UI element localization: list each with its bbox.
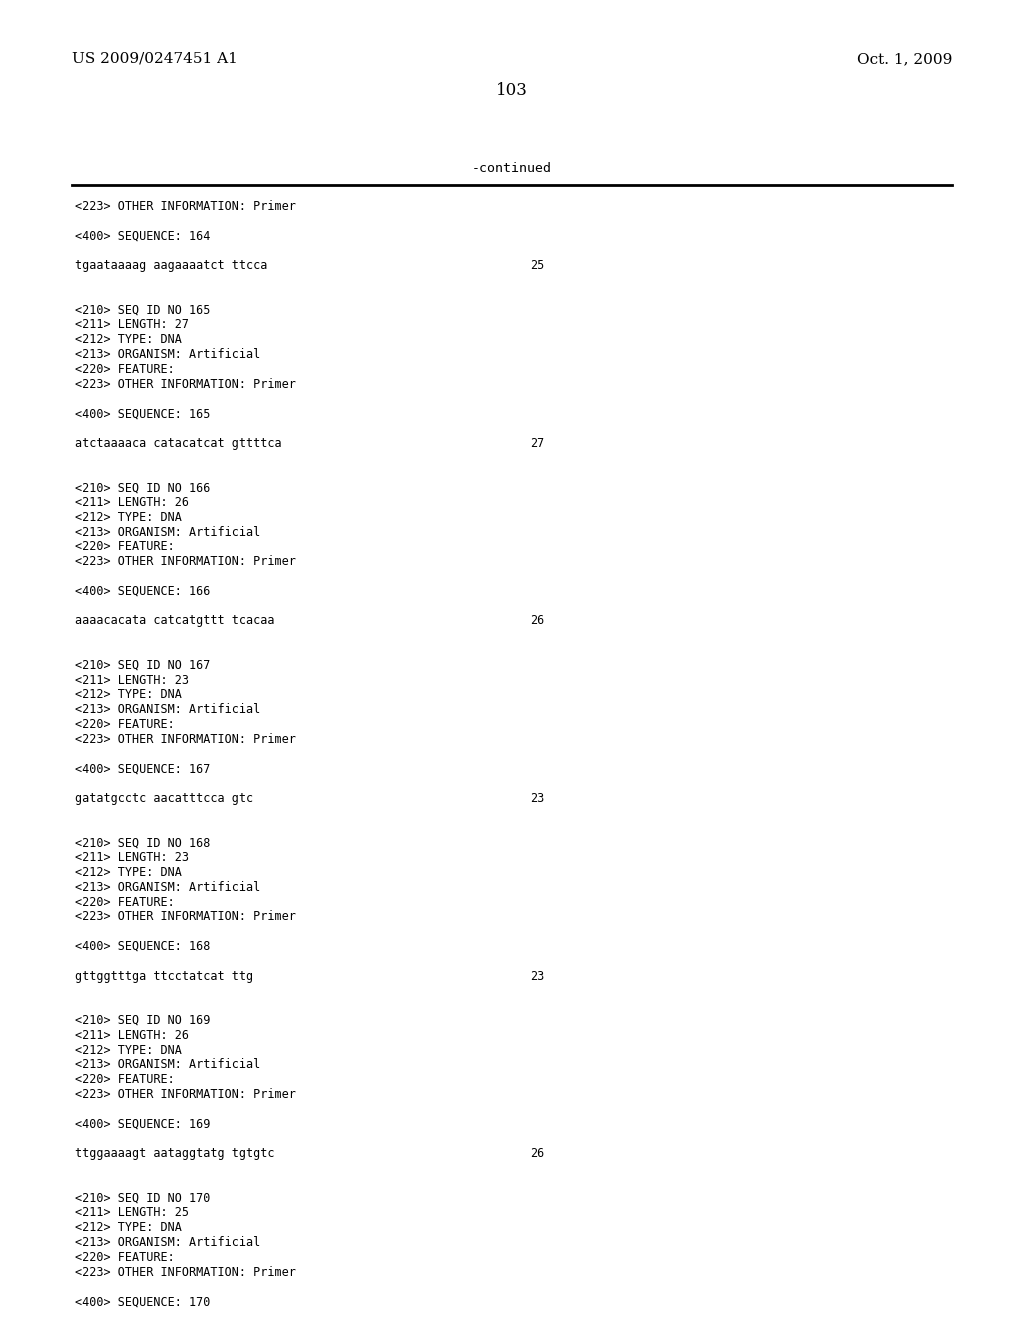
Text: <213> ORGANISM: Artificial: <213> ORGANISM: Artificial	[75, 704, 260, 717]
Text: <211> LENGTH: 27: <211> LENGTH: 27	[75, 318, 189, 331]
Text: gatatgcctc aacatttcca gtc: gatatgcctc aacatttcca gtc	[75, 792, 253, 805]
Text: 25: 25	[530, 259, 544, 272]
Text: <220> FEATURE:: <220> FEATURE:	[75, 1073, 175, 1086]
Text: tgaataaaag aagaaaatct ttcca: tgaataaaag aagaaaatct ttcca	[75, 259, 267, 272]
Text: <400> SEQUENCE: 166: <400> SEQUENCE: 166	[75, 585, 210, 598]
Text: <223> OTHER INFORMATION: Primer: <223> OTHER INFORMATION: Primer	[75, 556, 296, 568]
Text: <220> FEATURE:: <220> FEATURE:	[75, 718, 175, 731]
Text: <210> SEQ ID NO 167: <210> SEQ ID NO 167	[75, 659, 210, 672]
Text: <213> ORGANISM: Artificial: <213> ORGANISM: Artificial	[75, 525, 260, 539]
Text: <223> OTHER INFORMATION: Primer: <223> OTHER INFORMATION: Primer	[75, 1088, 296, 1101]
Text: <213> ORGANISM: Artificial: <213> ORGANISM: Artificial	[75, 880, 260, 894]
Text: <400> SEQUENCE: 170: <400> SEQUENCE: 170	[75, 1295, 210, 1308]
Text: <212> TYPE: DNA: <212> TYPE: DNA	[75, 866, 182, 879]
Text: 23: 23	[530, 792, 544, 805]
Text: <400> SEQUENCE: 164: <400> SEQUENCE: 164	[75, 230, 210, 243]
Text: <220> FEATURE:: <220> FEATURE:	[75, 1251, 175, 1263]
Text: aaaacacata catcatgttt tcacaa: aaaacacata catcatgttt tcacaa	[75, 614, 274, 627]
Text: <220> FEATURE:: <220> FEATURE:	[75, 540, 175, 553]
Text: <210> SEQ ID NO 166: <210> SEQ ID NO 166	[75, 482, 210, 494]
Text: 27: 27	[530, 437, 544, 450]
Text: 103: 103	[496, 82, 528, 99]
Text: atctaaaaca catacatcat gttttca: atctaaaaca catacatcat gttttca	[75, 437, 282, 450]
Text: <210> SEQ ID NO 170: <210> SEQ ID NO 170	[75, 1192, 210, 1205]
Text: <213> ORGANISM: Artificial: <213> ORGANISM: Artificial	[75, 1059, 260, 1072]
Text: <400> SEQUENCE: 169: <400> SEQUENCE: 169	[75, 1118, 210, 1131]
Text: <210> SEQ ID NO 165: <210> SEQ ID NO 165	[75, 304, 210, 317]
Text: <400> SEQUENCE: 165: <400> SEQUENCE: 165	[75, 407, 210, 420]
Text: <212> TYPE: DNA: <212> TYPE: DNA	[75, 1044, 182, 1056]
Text: <223> OTHER INFORMATION: Primer: <223> OTHER INFORMATION: Primer	[75, 1266, 296, 1279]
Text: <211> LENGTH: 26: <211> LENGTH: 26	[75, 496, 189, 510]
Text: <400> SEQUENCE: 168: <400> SEQUENCE: 168	[75, 940, 210, 953]
Text: US 2009/0247451 A1: US 2009/0247451 A1	[72, 51, 238, 66]
Text: <211> LENGTH: 23: <211> LENGTH: 23	[75, 673, 189, 686]
Text: <212> TYPE: DNA: <212> TYPE: DNA	[75, 689, 182, 701]
Text: <210> SEQ ID NO 169: <210> SEQ ID NO 169	[75, 1014, 210, 1027]
Text: <223> OTHER INFORMATION: Primer: <223> OTHER INFORMATION: Primer	[75, 201, 296, 213]
Text: 26: 26	[530, 1147, 544, 1160]
Text: <212> TYPE: DNA: <212> TYPE: DNA	[75, 511, 182, 524]
Text: <210> SEQ ID NO 168: <210> SEQ ID NO 168	[75, 837, 210, 849]
Text: <213> ORGANISM: Artificial: <213> ORGANISM: Artificial	[75, 348, 260, 360]
Text: <211> LENGTH: 26: <211> LENGTH: 26	[75, 1028, 189, 1041]
Text: <211> LENGTH: 25: <211> LENGTH: 25	[75, 1206, 189, 1220]
Text: <220> FEATURE:: <220> FEATURE:	[75, 895, 175, 908]
Text: Oct. 1, 2009: Oct. 1, 2009	[857, 51, 952, 66]
Text: <211> LENGTH: 23: <211> LENGTH: 23	[75, 851, 189, 865]
Text: <212> TYPE: DNA: <212> TYPE: DNA	[75, 1221, 182, 1234]
Text: <223> OTHER INFORMATION: Primer: <223> OTHER INFORMATION: Primer	[75, 378, 296, 391]
Text: <223> OTHER INFORMATION: Primer: <223> OTHER INFORMATION: Primer	[75, 733, 296, 746]
Text: 26: 26	[530, 614, 544, 627]
Text: <220> FEATURE:: <220> FEATURE:	[75, 363, 175, 376]
Text: <213> ORGANISM: Artificial: <213> ORGANISM: Artificial	[75, 1236, 260, 1249]
Text: <400> SEQUENCE: 167: <400> SEQUENCE: 167	[75, 763, 210, 775]
Text: ttggaaaagt aataggtatg tgtgtc: ttggaaaagt aataggtatg tgtgtc	[75, 1147, 274, 1160]
Text: -continued: -continued	[472, 162, 552, 176]
Text: 23: 23	[530, 970, 544, 982]
Text: gttggtttga ttcctatcat ttg: gttggtttga ttcctatcat ttg	[75, 970, 253, 982]
Text: <212> TYPE: DNA: <212> TYPE: DNA	[75, 333, 182, 346]
Text: <223> OTHER INFORMATION: Primer: <223> OTHER INFORMATION: Primer	[75, 911, 296, 924]
